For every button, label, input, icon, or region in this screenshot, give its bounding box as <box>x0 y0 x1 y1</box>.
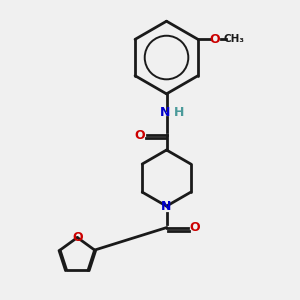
Text: N: N <box>161 200 172 213</box>
Text: N: N <box>160 106 170 118</box>
Text: O: O <box>189 221 200 234</box>
Text: O: O <box>209 33 220 46</box>
Text: CH₃: CH₃ <box>224 34 245 44</box>
Text: O: O <box>72 231 83 244</box>
Text: O: O <box>135 129 146 142</box>
Text: H: H <box>174 106 184 118</box>
